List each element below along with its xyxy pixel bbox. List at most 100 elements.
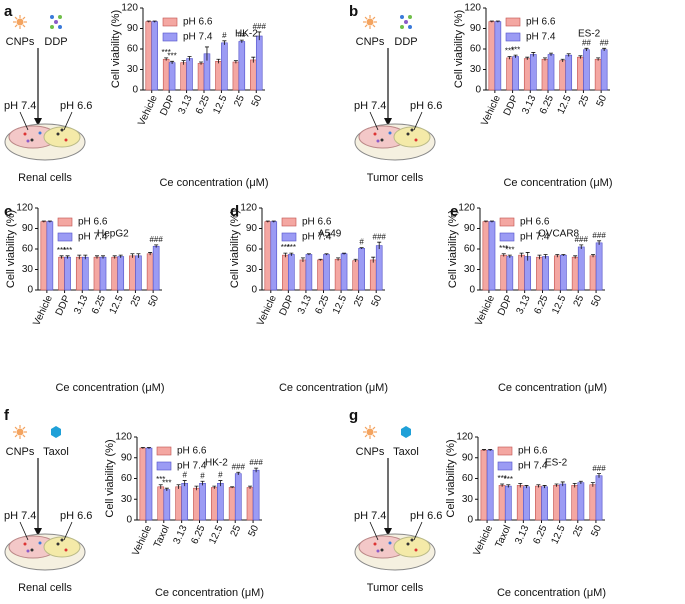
bar [516,485,524,521]
bar [541,58,549,91]
bar [541,486,548,521]
x-tick-label: 12.5 [550,293,568,316]
x-tick-label: 50 [247,523,262,538]
annotation: ## [237,30,246,39]
cell [26,549,30,553]
icon-ray [14,24,18,28]
bar [358,248,365,291]
error-bar [578,55,583,59]
bar [500,254,508,291]
bar [186,58,193,91]
error-bar [136,253,141,258]
x-tick-label: 25 [577,93,592,108]
bar [64,256,71,291]
y-axis-label: Cell viability (%) [5,210,17,288]
y-axis-label: Cell viability (%) [445,439,457,517]
error-bar [187,56,192,61]
bar [129,255,136,291]
icon-ray [364,16,368,20]
error-bar [181,60,186,65]
bar [93,256,101,291]
error-bar [578,480,583,485]
cell [60,538,64,542]
annotation: ## [582,38,591,47]
error-bar [152,20,157,23]
ph-label: pH 7.4 [4,510,36,522]
error-bar [597,240,602,245]
x-axis-label: Ce concentration (μM) [279,382,388,394]
cell [64,548,68,552]
drug-label: Taxol [43,446,69,458]
icon-cnp [16,18,24,26]
bar [589,484,597,521]
bar [163,489,171,521]
y-tick-label: 30 [246,264,258,275]
cell [38,131,42,135]
pointer [19,111,29,131]
bar [529,54,537,91]
annotation: ### [253,22,267,31]
ph-label: pH 6.6 [60,510,92,522]
bar [232,61,240,91]
legend-label: pH 7.4 [302,232,332,243]
y-tick-label: 0 [27,285,33,296]
y-tick-label: 60 [121,473,133,484]
error-bar [230,486,235,489]
legend-label: pH 6.6 [78,217,108,228]
x-tick-label: 3.13 [176,93,194,116]
x-tick-label: Vehicle [479,93,503,127]
x-tick-label: 3.13 [172,523,190,546]
error-bar [324,253,329,256]
icon-ray [372,426,376,430]
x-tick-label: 6.25 [90,293,108,316]
error-bar [200,480,205,486]
icon-ddp [400,25,404,29]
annotation: ## [600,38,609,47]
x-tick-label: 3.13 [520,93,538,116]
error-bar [306,253,311,256]
dish-right [43,536,81,558]
x-axis-label: Ce concentration (μM) [55,382,164,394]
bar [299,259,307,291]
drug-label: CNPs [6,446,35,458]
cell [380,548,384,552]
legend-swatch [162,32,178,42]
y-tick-label: 120 [121,3,138,14]
annotation: *** [511,45,520,54]
bar [217,483,224,521]
legend-label: pH 6.6 [302,217,332,228]
bar [488,221,496,291]
icon-taxol [51,426,61,438]
error-bar [146,446,151,449]
legend-swatch [499,217,515,227]
legend-label: pH 6.6 [177,446,207,457]
error-bar [83,254,88,260]
error-bar [359,247,364,249]
error-bar [542,485,547,489]
legend-label: pH 6.6 [520,217,550,228]
schematic: CNPs Taxol pH 7.4 pH 6.6 Tumor cells [354,425,442,594]
error-bar [573,255,578,259]
bar [255,35,263,91]
panel-letter: a [4,3,13,20]
legend-label: pH 7.4 [520,232,550,243]
ph-label: pH 7.4 [354,100,386,112]
icon-ray [14,16,18,20]
x-tick-label: 12.5 [108,293,126,316]
ph-label: pH 6.6 [410,510,442,522]
bar [99,256,107,291]
bar [506,256,514,291]
legend-swatch [505,17,521,27]
x-tick-label: 50 [595,93,610,108]
bar [553,485,560,521]
y-tick-label: 60 [246,244,258,255]
error-bar [154,244,159,248]
bar [317,259,324,291]
x-tick-label: 50 [370,293,385,308]
legend-swatch [156,461,172,471]
bar [111,256,119,291]
arrow-head [384,118,392,126]
y-axis-label: Cell viability (%) [110,10,122,88]
icon-ray [22,24,26,28]
